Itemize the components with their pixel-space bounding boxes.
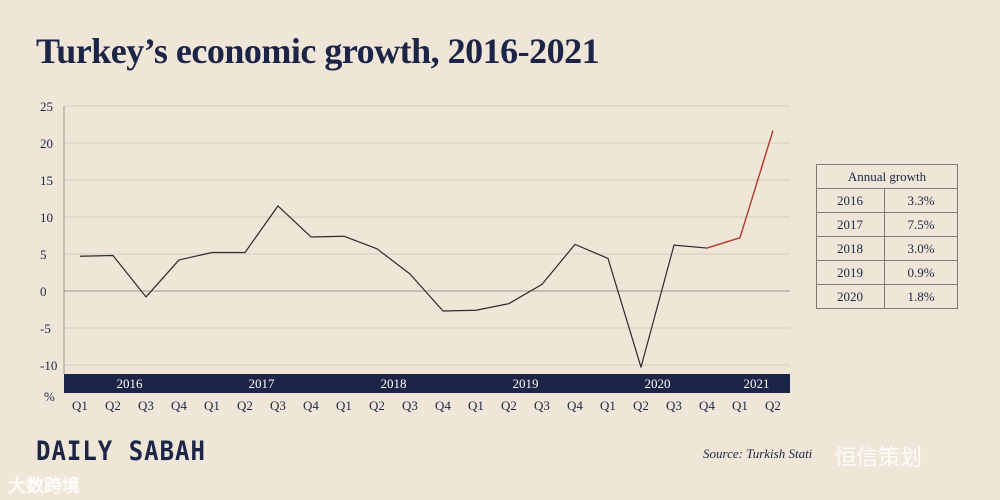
x-tick-label: Q1	[336, 398, 352, 413]
x-tick-label: Q4	[303, 398, 319, 413]
series-line-highlight	[706, 130, 774, 249]
table-year: 2016	[816, 188, 885, 213]
year-label: 2020	[645, 376, 671, 391]
series-lines	[79, 130, 774, 368]
x-tick-label: Q3	[534, 398, 550, 413]
x-tick-label: Q2	[237, 398, 253, 413]
x-tick-label: Q2	[765, 398, 781, 413]
year-band: 2016 2017 2018 2019 2020 2021	[64, 374, 790, 393]
table-value: 3.3%	[884, 188, 958, 213]
x-tick-label: Q2	[105, 398, 121, 413]
x-axis-ticks: Q1 Q2 Q3 Q4 Q1 Q2 Q3 Q4 Q1 Q2 Q3 Q4 Q1 Q2 Q3 Q4 Q1 Q2 Q3 Q4…	[72, 398, 781, 413]
year-label: 2018	[381, 376, 407, 391]
table-year: 2020	[816, 284, 885, 309]
table-year: 2019	[816, 260, 885, 285]
x-tick-label: Q2	[501, 398, 517, 413]
y-tick-label: -10	[40, 358, 57, 373]
x-tick-label: Q3	[402, 398, 418, 413]
year-label: 2019	[513, 376, 539, 391]
table-row: 2018 3.0%	[816, 236, 958, 261]
series-line	[79, 205, 708, 368]
y-tick-label: 15	[40, 173, 53, 188]
x-tick-label: Q1	[72, 398, 88, 413]
x-tick-label: Q4	[699, 398, 715, 413]
table-value: 7.5%	[884, 212, 958, 237]
y-tick-label: 20	[40, 136, 53, 151]
table-row: 2019 0.9%	[816, 260, 958, 285]
annual-growth-table: Annual growth 2016 3.3% 2017 7.5% 2018 3…	[816, 164, 958, 309]
x-tick-label: Q2	[369, 398, 385, 413]
table-row: 2016 3.3%	[816, 188, 958, 213]
x-tick-label: Q1	[600, 398, 616, 413]
annual-growth-header: Annual growth	[816, 164, 958, 189]
y-unit-label: %	[44, 389, 55, 404]
table-value: 3.0%	[884, 236, 958, 261]
brand-logo: DAILY SABAH	[36, 435, 206, 467]
source-note: Source: Turkish Stati	[703, 446, 813, 461]
x-tick-label: Q1	[732, 398, 748, 413]
year-label: 2017	[249, 376, 276, 391]
table-value: 1.8%	[884, 284, 958, 309]
x-tick-label: Q4	[171, 398, 187, 413]
watermark-left: 大数跨境	[8, 476, 80, 497]
x-tick-label: Q1	[204, 398, 220, 413]
y-tick-label: 0	[40, 284, 47, 299]
table-year: 2018	[816, 236, 885, 261]
y-tick-label: 25	[40, 99, 53, 114]
gridlines	[63, 105, 790, 374]
line-chart: 25 20 15 10 5 0 -5 -10% 2016 2017 2018 2019 2020 202…	[40, 99, 790, 413]
year-label: 2021	[744, 376, 770, 391]
y-axis-ticks: 25 20 15 10 5 0 -5 -10%	[40, 99, 57, 404]
table-year: 2017	[816, 212, 885, 237]
table-row: 2020 1.8%	[816, 284, 958, 309]
table-row: 2017 7.5%	[816, 212, 958, 237]
year-label: 2016	[117, 376, 144, 391]
y-tick-label: 5	[40, 247, 47, 262]
chart-title: Turkey’s economic growth, 2016-2021	[36, 31, 600, 71]
x-tick-label: Q4	[567, 398, 583, 413]
year-band-bar	[64, 374, 790, 393]
x-tick-label: Q3	[138, 398, 154, 413]
x-tick-label: Q3	[270, 398, 286, 413]
watermark-right: 恒信策划	[834, 446, 923, 471]
y-tick-label: -5	[40, 321, 51, 336]
x-tick-label: Q1	[468, 398, 484, 413]
y-tick-label: 10	[40, 210, 53, 225]
x-tick-label: Q2	[633, 398, 649, 413]
table-value: 0.9%	[884, 260, 958, 285]
x-tick-label: Q4	[435, 398, 451, 413]
x-tick-label: Q3	[666, 398, 682, 413]
